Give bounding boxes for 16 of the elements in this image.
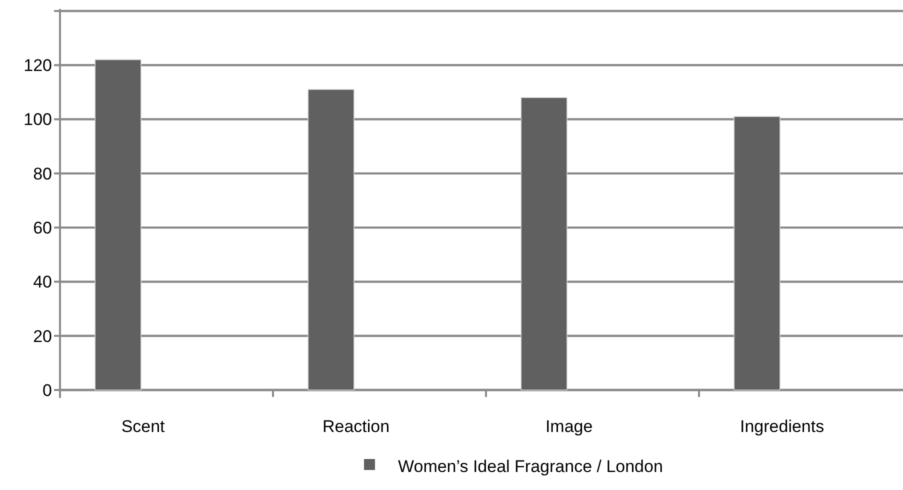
x-tick-label: Scent	[121, 417, 166, 436]
bar	[734, 116, 780, 390]
y-tick-label: 80	[33, 164, 52, 184]
bar	[308, 89, 354, 390]
y-tick-label: 0	[42, 380, 52, 400]
x-tick-label: Reaction	[322, 417, 390, 436]
bar	[520, 97, 568, 390]
x-tick-label: Image	[545, 417, 593, 436]
x-tick-label: Ingredients	[740, 417, 824, 436]
bar	[94, 59, 142, 390]
y-tick-label: 40	[33, 272, 52, 292]
y-tick-label: 120	[24, 56, 52, 76]
legend-label: Women’s Ideal Fragrance / London	[398, 456, 663, 476]
y-tick-label: 60	[33, 218, 52, 238]
y-tick-label: 20	[33, 326, 52, 346]
y-tick-label: 100	[24, 110, 52, 130]
